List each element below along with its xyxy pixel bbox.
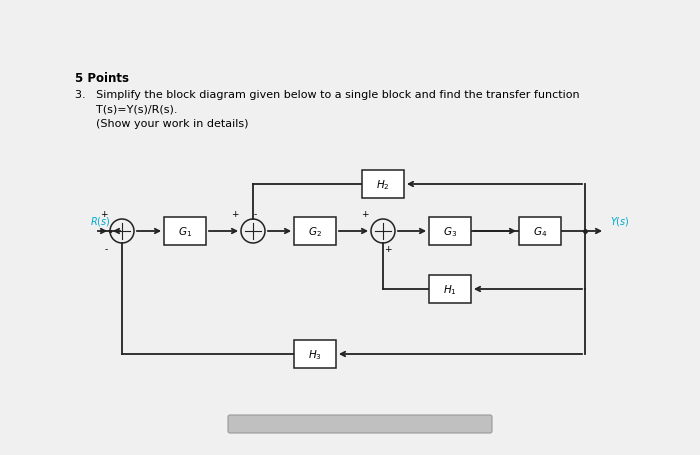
Text: $G_3$: $G_3$ [443,225,457,238]
Bar [164,217,206,245]
Bar [519,217,561,245]
Text: 3.   Simplify the block diagram given below to a single block and find the trans: 3. Simplify the block diagram given belo… [75,90,580,100]
FancyBboxPatch shape [228,415,492,433]
Text: +: + [384,244,391,253]
Bar [294,217,336,245]
Text: -: - [254,210,258,218]
Bar [429,275,471,303]
Text: $H_3$: $H_3$ [308,347,322,361]
Text: $G_2$: $G_2$ [308,225,322,238]
Text: T(s)=Y(s)/R(s).: T(s)=Y(s)/R(s). [75,105,178,115]
Text: 5 Points: 5 Points [75,72,129,85]
Text: $H_2$: $H_2$ [376,178,390,192]
Text: (Show your work in details): (Show your work in details) [75,119,248,129]
Text: $G_4$: $G_4$ [533,225,547,238]
Bar [429,217,471,245]
Text: +: + [101,210,108,218]
Text: $H_1$: $H_1$ [443,283,457,296]
Text: $G_1$: $G_1$ [178,225,192,238]
Text: $Y(s)$: $Y(s)$ [610,214,630,228]
Text: +: + [232,210,239,218]
Text: $R(s)$: $R(s)$ [90,214,111,228]
Bar [362,171,404,198]
Bar [294,340,336,368]
Text: +: + [361,210,369,218]
Text: -: - [105,244,108,253]
